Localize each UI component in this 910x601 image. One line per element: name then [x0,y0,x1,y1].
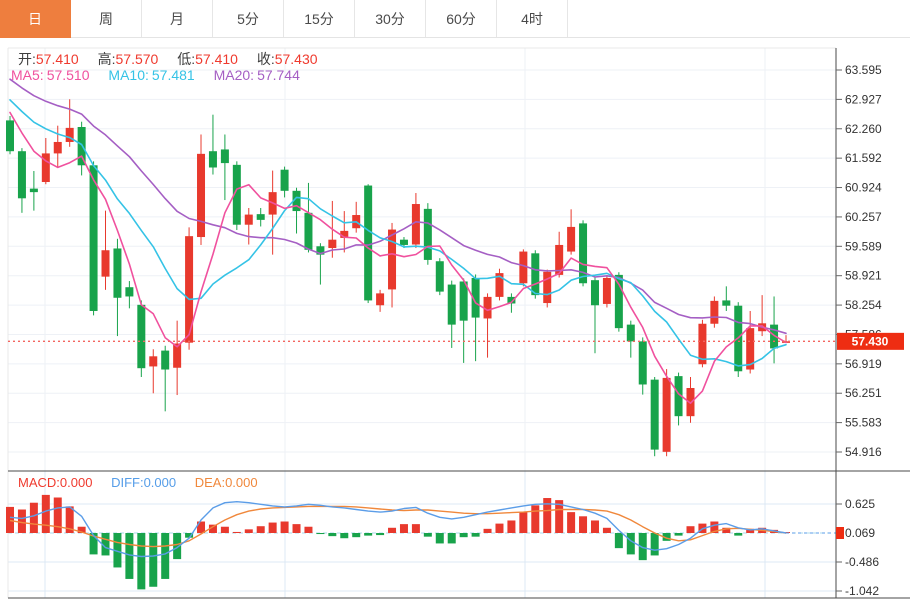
tab-5min[interactable]: 5分 [213,0,284,37]
macd-layer [6,494,836,590]
tab-week[interactable]: 周 [71,0,142,37]
svg-text:60.924: 60.924 [845,181,882,195]
svg-text:61.592: 61.592 [845,151,882,165]
candles-layer [6,99,790,457]
price-axis-labels: 63.595 62.927 62.260 61.592 60.924 60.257 59.5… [836,63,882,459]
svg-text:-1.042: -1.042 [845,584,879,598]
ma-lines-layer [9,78,787,405]
macd-current-tag [836,527,844,539]
svg-text:56.919: 56.919 [845,357,882,371]
current-price-layer: 57.430 [8,332,904,539]
timeframe-tabbar: 日 周 月 5分 15分 30分 60分 4时 [0,0,910,38]
grid-layer [7,47,836,598]
tab-30min[interactable]: 30分 [355,0,426,37]
tab-day[interactable]: 日 [0,0,71,38]
svg-text:55.583: 55.583 [845,416,882,430]
current-price-tag [837,332,904,350]
svg-text:62.260: 62.260 [845,122,882,136]
axes-layer [8,48,910,599]
tab-15min[interactable]: 15分 [284,0,355,37]
svg-text:57.430: 57.430 [852,334,889,348]
svg-text:62.927: 62.927 [845,92,882,106]
tab-4hour[interactable]: 4时 [497,0,568,37]
macd-axis-labels: 0.625 0.069 -0.486 -1.042 [836,497,879,598]
svg-text:63.595: 63.595 [845,63,882,77]
svg-text:58.921: 58.921 [845,269,882,283]
tab-60min[interactable]: 60分 [426,0,497,37]
svg-text:-0.486: -0.486 [845,555,879,569]
svg-text:56.251: 56.251 [845,386,882,400]
svg-text:59.589: 59.589 [845,239,882,253]
svg-text:0.625: 0.625 [845,497,875,511]
svg-text:54.916: 54.916 [845,445,882,459]
svg-text:0.069: 0.069 [845,526,875,540]
tab-month[interactable]: 月 [142,0,213,37]
svg-text:58.254: 58.254 [845,298,882,312]
svg-text:60.257: 60.257 [845,210,882,224]
